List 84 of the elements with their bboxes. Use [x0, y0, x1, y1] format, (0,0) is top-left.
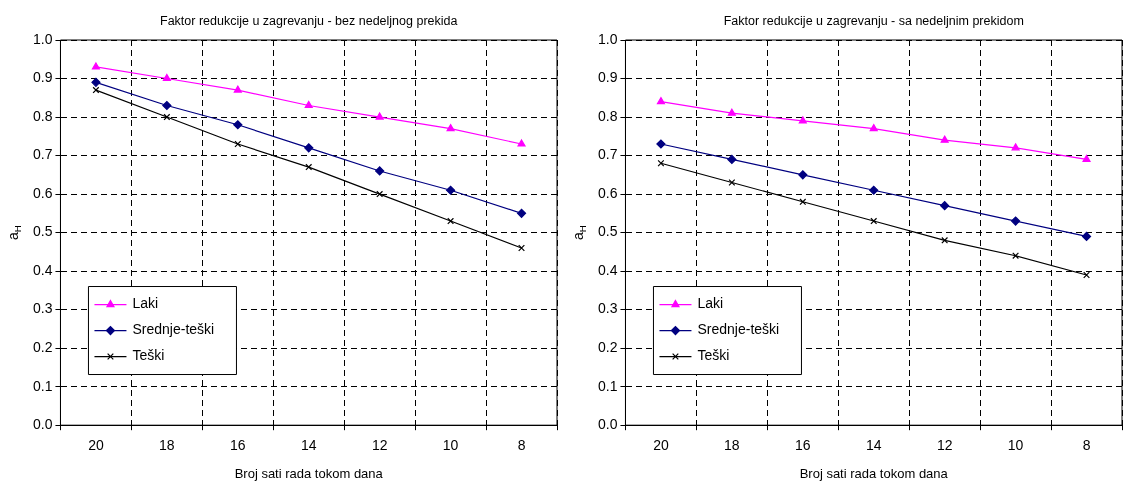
point	[91, 77, 101, 87]
point	[870, 217, 878, 225]
y-tick-label: 0.7	[597, 146, 618, 163]
y-tick-label: 0.5	[32, 223, 53, 240]
point	[1081, 231, 1092, 242]
point	[446, 185, 456, 195]
legend-label: Teški	[132, 347, 165, 364]
x-tick-label: 20	[88, 437, 104, 454]
y-tick-label: 0.9	[597, 69, 618, 86]
x-tick-label: 12	[371, 437, 388, 454]
chart-title: Faktor redukcije u zagrevanju - bez nedeljnog prekida	[160, 14, 458, 29]
chart-title: Faktor redukcije u zagrevanju - sa nedeljnim prekidom	[723, 14, 1024, 29]
y-tick-label: 0.3	[32, 300, 53, 317]
point	[869, 185, 879, 195]
point	[163, 113, 171, 121]
y-tick-label: 0.8	[597, 107, 618, 124]
point	[798, 116, 807, 124]
point	[516, 208, 527, 218]
legend-label: Laki	[132, 295, 159, 312]
x-tick-label: 16	[795, 437, 811, 454]
y-tick-label: 0.4	[32, 261, 53, 278]
y-tick-label: 0.4	[597, 261, 618, 278]
y-tick-label: 0.0	[32, 416, 53, 433]
point	[869, 124, 878, 132]
point	[940, 135, 949, 143]
x-tick-label: 20	[653, 437, 669, 454]
point	[375, 166, 385, 176]
point	[1082, 154, 1091, 163]
point	[940, 201, 950, 211]
point	[304, 100, 313, 109]
legend-label: Laki	[697, 295, 724, 312]
point	[376, 190, 384, 198]
point	[728, 179, 736, 186]
point	[162, 73, 171, 82]
y-tick-label: 0.3	[597, 300, 618, 317]
legend-label: Srednje-teški	[697, 321, 780, 338]
y-tick-label: 0.2	[597, 339, 618, 356]
point	[656, 97, 665, 105]
x-tick-label: 18	[159, 437, 175, 454]
point	[517, 139, 526, 147]
x-tick-label: 14	[300, 437, 317, 454]
x-tick-label: 10	[442, 437, 459, 454]
y-tick-label: 0.1	[32, 377, 53, 394]
x-axis-title: Broj sati rada tokom dana	[234, 465, 384, 481]
x-tick-label: 8	[517, 437, 526, 454]
y-tick-label: 0.9	[32, 69, 53, 86]
y-tick-label: 0.2	[32, 339, 53, 356]
point	[1012, 252, 1020, 260]
y-tick-label: 1.0	[32, 30, 53, 47]
x-tick-label: 10	[1007, 437, 1024, 454]
point	[1083, 271, 1090, 279]
point	[162, 100, 172, 111]
x-tick-label: 16	[230, 437, 246, 454]
y-tick-label: 0.8	[32, 107, 53, 124]
point	[233, 120, 243, 130]
x-tick-label: 8	[1082, 437, 1091, 454]
point	[234, 140, 242, 148]
y-tick-label: 0.6	[597, 184, 618, 201]
point	[657, 159, 665, 167]
point	[305, 163, 313, 171]
x-tick-label: 18	[724, 437, 740, 454]
x-tick-label: 12	[936, 437, 953, 454]
y-tick-label: 0.5	[597, 223, 618, 240]
point	[1011, 216, 1021, 226]
point	[798, 170, 808, 180]
point	[233, 85, 242, 93]
point	[447, 217, 455, 225]
point	[91, 62, 100, 70]
point	[1011, 143, 1020, 151]
x-axis-title: Broj sati rada tokom dana	[799, 465, 949, 481]
point	[304, 143, 314, 153]
point	[446, 124, 455, 132]
y-tick-label: 0.0	[597, 416, 618, 433]
point	[375, 112, 384, 120]
y-tick-label: 1.0	[597, 30, 618, 47]
legend-label: Srednje-teški	[132, 321, 215, 338]
x-tick-label: 14	[865, 437, 882, 454]
y-tick-label: 0.1	[597, 377, 618, 394]
point	[727, 108, 736, 116]
y-tick-label: 0.7	[32, 146, 53, 163]
point	[727, 154, 737, 165]
legend-label: Teški	[697, 347, 730, 364]
y-tick-label: 0.6	[32, 184, 53, 201]
point	[518, 244, 525, 252]
